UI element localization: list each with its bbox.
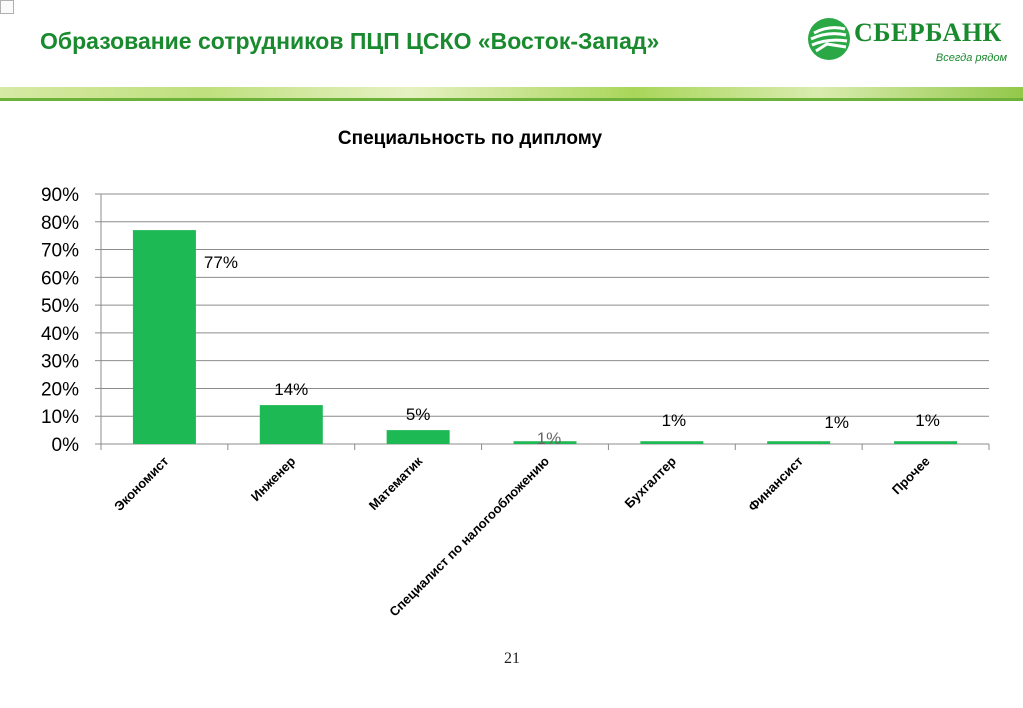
- y-tick-label: 60%: [41, 268, 79, 289]
- x-category-label: Инженер: [248, 453, 299, 504]
- y-tick-label: 40%: [41, 324, 79, 345]
- x-category-label: Бухгалтер: [622, 453, 679, 510]
- x-category-label: Прочее: [889, 454, 933, 498]
- bar: [513, 441, 577, 444]
- bar: [259, 405, 323, 444]
- bar: [767, 441, 831, 444]
- y-tick-label: 50%: [41, 296, 79, 317]
- bar-data-label: 1%: [915, 411, 940, 430]
- x-category-label: Финансист: [745, 454, 806, 515]
- bar: [894, 441, 958, 444]
- brand-logo: СБЕРБАНК Всегда рядом: [806, 14, 1011, 70]
- y-tick-label: 20%: [41, 379, 79, 400]
- y-tick-label: 90%: [41, 185, 79, 206]
- x-category-label: Специалист по налогообложению: [386, 454, 552, 620]
- bar: [640, 441, 704, 444]
- chart-title: Специальность по диплому: [338, 128, 603, 149]
- bar-chart: Специальность по диплому 0% 10% 20% 30% 40% 50…: [41, 128, 990, 620]
- bar: [132, 230, 196, 444]
- y-tick-label: 70%: [41, 241, 79, 262]
- bar-data-label: 1%: [537, 429, 562, 448]
- bar-data-label: 1%: [662, 411, 687, 430]
- sberbank-logo-icon: [808, 18, 850, 60]
- bar-data-label: 14%: [274, 380, 308, 399]
- bar-data-label: 5%: [406, 405, 431, 424]
- y-tick-label: 30%: [41, 352, 79, 373]
- page-number: 21: [504, 650, 520, 667]
- y-tick-label: 0%: [52, 435, 80, 456]
- decorative-band: [0, 87, 1023, 101]
- brand-name: СБЕРБАНК: [854, 18, 1002, 47]
- bar-data-label: 77%: [204, 253, 238, 272]
- y-tick-label: 80%: [41, 213, 79, 234]
- brand-slogan: Всегда рядом: [935, 52, 1007, 64]
- bar-data-label: 1%: [824, 413, 849, 432]
- x-category-label: Математик: [366, 453, 426, 513]
- bar: [386, 430, 450, 444]
- band-divider: [0, 98, 1023, 101]
- y-tick-label: 10%: [41, 407, 79, 428]
- x-category-label: Экономист: [111, 454, 171, 514]
- slide-thumbnail-icon: [0, 0, 14, 14]
- slide-title: Образование сотрудников ПЦП ЦСКО «Восток…: [40, 28, 660, 54]
